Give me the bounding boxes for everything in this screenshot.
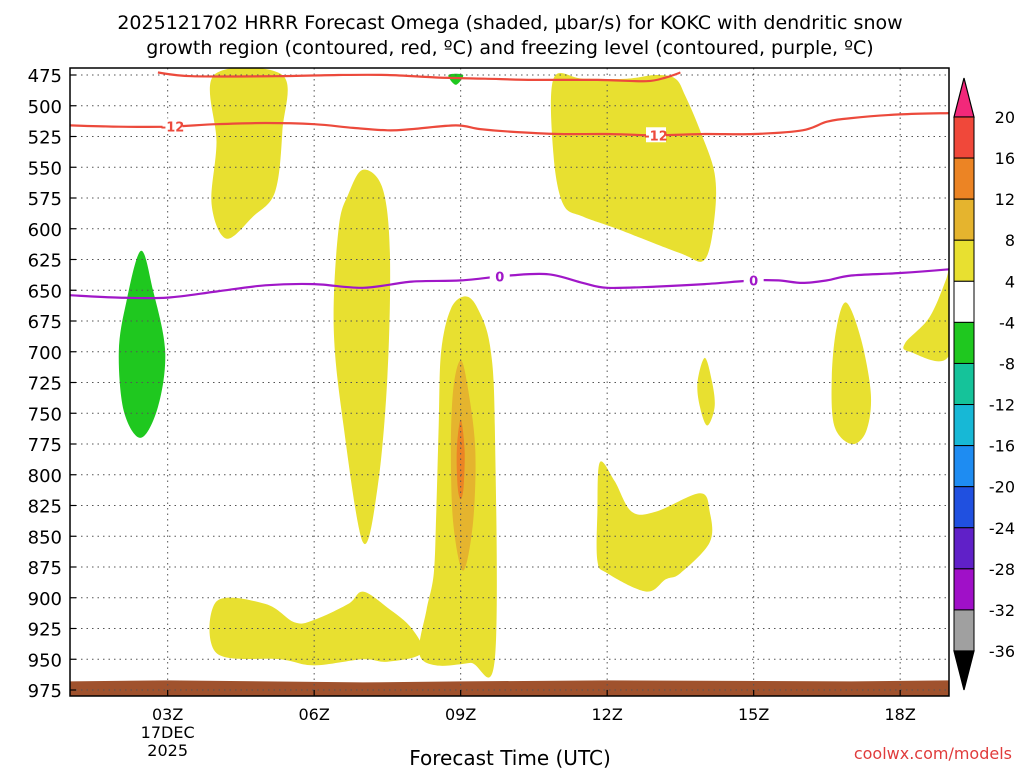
chart-title-line-1: 2025121702 HRRR Forecast Omega (shaded, …: [117, 12, 902, 34]
purple-contour-label: 0: [495, 270, 504, 285]
y-tick-label-800: 800: [28, 466, 62, 487]
credit-label: coolwx.com/models: [854, 744, 1012, 763]
omega-region-yellow-surface-band: [209, 591, 423, 666]
y-axis: 475 500 525 550 575 600 625 650 675 700 725 750 775 8…: [28, 66, 76, 702]
y-tick-label-500: 500: [28, 97, 62, 118]
y-tick-label-925: 925: [28, 620, 62, 641]
omega-region-yellow-right-edge: [903, 260, 949, 362]
y-tick-label-825: 825: [28, 497, 62, 518]
colorbar-segment: [953, 239, 975, 282]
colorbar-bottom-arrow: [953, 650, 975, 691]
omega-region-yellow-1700-blob: [831, 302, 872, 445]
red-contour-1: [157, 71, 681, 83]
y-tick-label-550: 550: [28, 158, 62, 179]
y-tick-label-900: 900: [28, 589, 62, 610]
colorbar-label: 4: [1005, 272, 1015, 291]
colorbar-label: -4: [999, 313, 1015, 332]
omega-region-yellow-1200-lower: [596, 461, 713, 592]
y-tick-label-575: 575: [28, 189, 62, 210]
y-tick-label-750: 750: [28, 404, 62, 425]
x-tick-label-09Z: 09Z: [445, 705, 476, 724]
y-tick-label-975: 975: [28, 681, 62, 702]
x-tick-label-06Z: 06Z: [299, 705, 330, 724]
colorbar-label: -36: [989, 642, 1015, 661]
y-tick-label-650: 650: [28, 281, 62, 302]
y-tick-label-700: 700: [28, 343, 62, 364]
y-tick-label-525: 525: [28, 128, 62, 149]
y-tick-label-875: 875: [28, 558, 62, 579]
y-tick-label-675: 675: [28, 312, 62, 333]
x-tick-label-15Z: 15Z: [738, 705, 769, 724]
plot-area: -12 -12 0 0: [69, 67, 950, 697]
y-tick-label-850: 850: [28, 527, 62, 548]
colorbar-segment: [953, 568, 975, 611]
colorbar-label: -8: [999, 354, 1015, 373]
contour-label-bg: [489, 268, 510, 284]
omega-region-yellow-upper-left: [209, 68, 288, 239]
contour-label-bg: [162, 118, 183, 134]
colorbar-label: -16: [989, 437, 1015, 456]
y-tick-label-625: 625: [28, 251, 62, 272]
x-tick-label-03Z: 03Z: [152, 705, 183, 724]
colorbar-segment: [953, 157, 975, 200]
x-date-label: 17DEC: [141, 723, 195, 742]
y-tick-label-950: 950: [28, 650, 62, 671]
colorbar-segment: [953, 321, 975, 364]
colorbar-segment: [953, 280, 975, 323]
x-tick-label-18Z: 18Z: [885, 705, 916, 724]
purple-contour-label: 0: [749, 274, 758, 289]
y-tick-label-725: 725: [28, 374, 62, 395]
red-contour-0: [70, 112, 949, 137]
chart-title-line-2: growth region (contoured, red, ºC) and f…: [146, 37, 873, 59]
colorbar-label: -32: [989, 601, 1015, 620]
colorbar-label: 16: [995, 149, 1015, 168]
colorbar-label: -12: [989, 396, 1015, 415]
omega-region-green-top-notch: [448, 73, 464, 85]
colorbar-label: 12: [995, 190, 1015, 209]
colorbar-label: 20: [995, 108, 1015, 127]
colorbar-segment: [953, 486, 975, 529]
colorbar-label: 8: [1005, 231, 1015, 250]
y-tick-label-775: 775: [28, 435, 62, 456]
contour-label-bg: [743, 272, 764, 288]
purple-contour-0: [70, 268, 949, 300]
colorbar-segment: [953, 527, 975, 570]
contour-label-bg: [646, 127, 666, 143]
omega-region-yellow-1400-sliver: [697, 357, 715, 426]
colorbar-segment: [953, 609, 975, 652]
colorbar: 20 16 12 8 4 -4 -8 -12 -16 -20 -24 -28 -32 -36: [953, 77, 1015, 691]
y-tick-label-475: 475: [28, 66, 62, 87]
colorbar-label: -28: [989, 560, 1015, 579]
y-tick-label-600: 600: [28, 220, 62, 241]
colorbar-segment: [953, 116, 975, 159]
colorbar-segment: [953, 445, 975, 488]
x-year-label: 2025: [147, 741, 188, 760]
x-tick-label-12Z: 12Z: [592, 705, 623, 724]
x-axis-label: Forecast Time (UTC): [409, 746, 611, 768]
red-contour-label: -12: [161, 120, 185, 135]
surface-terrain-band: [70, 680, 949, 696]
colorbar-segment: [953, 362, 975, 406]
red-contour-label: -12: [644, 129, 668, 144]
colorbar-label: -24: [989, 519, 1015, 538]
colorbar-label: -20: [989, 478, 1015, 497]
colorbar-segment: [953, 404, 975, 447]
omega-region-yellow-upper-right: [550, 73, 717, 262]
colorbar-segment: [953, 198, 975, 241]
omega-region-yellow-mid-column: [333, 169, 391, 545]
